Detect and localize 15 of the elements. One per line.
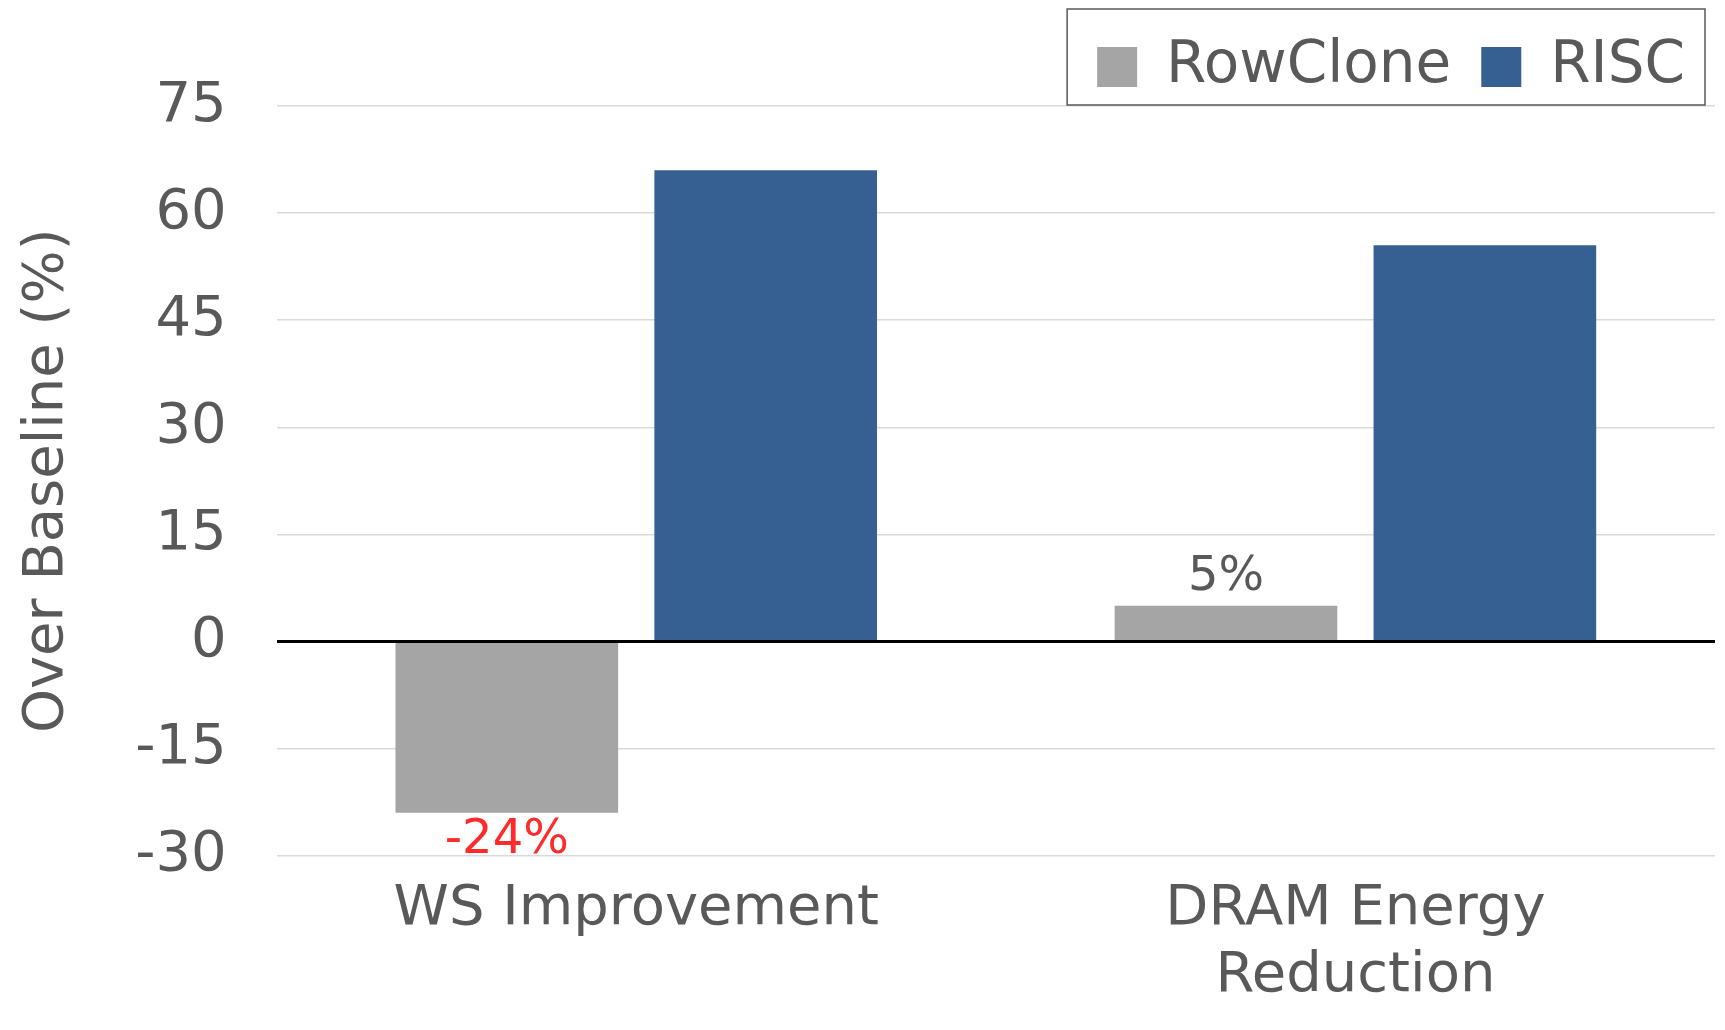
data-label: -24% [444, 808, 569, 865]
y-tick-label: 30 [155, 389, 227, 455]
y-tick-label: 0 [191, 603, 227, 669]
x-tick-label: DRAM Energy Reduction [1165, 871, 1546, 1004]
legend-label: RISC [1550, 28, 1686, 97]
y-tick-label: -15 [135, 711, 227, 777]
y-tick-label: 15 [155, 496, 227, 562]
y-tick-label: 60 [155, 175, 227, 241]
x-tick-label: WS Improvement [393, 871, 879, 937]
y-tick-label: 75 [155, 68, 227, 134]
data-label: 5% [1187, 545, 1265, 602]
y-axis-title: Over Baseline (%) [10, 228, 76, 734]
y-tick-label: 45 [155, 282, 227, 348]
legend-label: RowClone [1166, 28, 1452, 97]
y-tick-label: -30 [135, 818, 227, 884]
